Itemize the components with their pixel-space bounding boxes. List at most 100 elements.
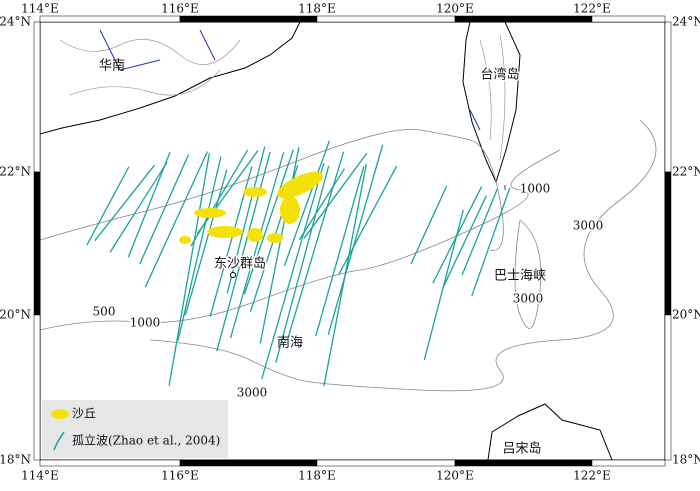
wave-crest — [461, 188, 498, 275]
wave-crest — [298, 168, 345, 241]
contour-ridge — [514, 219, 542, 329]
wave-crest — [471, 187, 511, 297]
wave-crest — [109, 161, 168, 253]
contour-3000 — [149, 119, 657, 392]
wave-crest — [168, 153, 211, 386]
wave-crest — [261, 162, 325, 380]
place-name: 吕宋岛 — [502, 441, 541, 457]
wave-crest — [315, 165, 365, 337]
border-block — [591, 15, 666, 23]
wave-crest — [139, 154, 190, 265]
wave-crest — [259, 146, 300, 344]
wave-crest — [303, 152, 368, 239]
dune — [277, 171, 323, 199]
border-block — [39, 459, 181, 467]
lon-label: 118°E — [298, 2, 336, 16]
wave-crest — [275, 165, 330, 364]
wave-crest — [216, 151, 271, 352]
sand-dunes — [179, 171, 323, 244]
wave-crest — [432, 186, 483, 284]
lon-label: 122°E — [573, 469, 611, 483]
lon-label: 118°E — [298, 469, 336, 483]
contour-label: 3000 — [237, 386, 268, 400]
contour-label: 1000 — [130, 316, 161, 330]
wave-crest — [127, 152, 171, 258]
wave-crest — [177, 156, 222, 341]
rivers — [99, 29, 506, 190]
dune — [267, 233, 283, 243]
legend-dune-symbol — [51, 409, 69, 419]
wave-crest — [229, 152, 285, 339]
border-block — [33, 314, 41, 461]
wave-crest — [209, 166, 253, 317]
place-name: 南海 — [277, 335, 303, 351]
dune — [207, 226, 243, 238]
legend-label: 沙丘 — [72, 407, 96, 421]
land-contours — [59, 34, 506, 161]
wave-crest — [196, 150, 259, 235]
dune — [194, 208, 226, 218]
place-name: 台湾岛 — [480, 67, 519, 83]
border-block — [664, 21, 672, 173]
place-name: 华南 — [99, 58, 125, 74]
border-block — [316, 459, 456, 467]
wave-crest — [327, 144, 384, 336]
contour-label: 3000 — [513, 292, 544, 306]
lat-label: 18°N — [0, 453, 31, 467]
labels: 114°E 114°E 116°E 116°E 118°E 118°E 120°E 120°E… — [0, 2, 700, 483]
legend-wave-symbol — [53, 431, 65, 451]
luzon — [487, 403, 613, 461]
lat-label: 22°N — [0, 165, 31, 179]
dune — [280, 196, 300, 224]
wave-crest — [190, 149, 249, 247]
wave-crest — [94, 164, 155, 242]
contour-label: 3000 — [573, 219, 604, 233]
lat-label: 24°N — [672, 15, 700, 29]
lat-label: 18°N — [672, 453, 700, 467]
border-block — [591, 459, 666, 467]
lon-label: 114°E — [21, 2, 59, 16]
wave-crest — [287, 151, 345, 339]
wave-crest — [86, 166, 130, 246]
contour-1000 — [39, 149, 561, 331]
border-block — [454, 15, 593, 23]
contour-label: 500 — [93, 305, 116, 319]
border-block — [179, 459, 318, 467]
place-name: 巴士海峡 — [494, 269, 546, 284]
contour-label: 1000 — [520, 182, 551, 196]
lat-label: 20°N — [672, 308, 700, 322]
border-block — [179, 15, 318, 23]
dune — [179, 236, 191, 244]
lon-label: 120°E — [436, 2, 474, 16]
place-name: 东沙群岛 — [214, 256, 266, 272]
legend-label: 孤立波(Zhao et al., 2004) — [72, 433, 220, 448]
border-block — [39, 15, 181, 23]
dongsha-island — [230, 272, 236, 278]
wave-crest — [442, 195, 487, 288]
dune — [243, 187, 267, 197]
wave-crest — [337, 165, 398, 276]
border-block — [33, 21, 41, 173]
legend-box — [42, 400, 228, 458]
lon-label: 114°E — [21, 469, 59, 483]
dune — [247, 228, 263, 242]
map-content — [39, 21, 657, 461]
border-block — [664, 171, 672, 316]
contour-200 — [39, 129, 504, 251]
border-block — [33, 171, 41, 316]
lon-label: 122°E — [573, 2, 611, 16]
wave-crest — [410, 185, 448, 265]
lat-label: 20°N — [0, 308, 31, 322]
border-block — [454, 459, 593, 467]
wave-crest — [243, 149, 294, 295]
lat-label: 22°N — [672, 165, 700, 179]
border-block — [664, 314, 672, 461]
border-block — [316, 15, 456, 23]
lon-label: 120°E — [436, 469, 474, 483]
frame-border — [33, 15, 672, 467]
lon-label: 116°E — [161, 469, 199, 483]
lat-label: 24°N — [0, 15, 31, 29]
lon-label: 116°E — [161, 2, 199, 16]
wave-crest — [144, 151, 209, 288]
